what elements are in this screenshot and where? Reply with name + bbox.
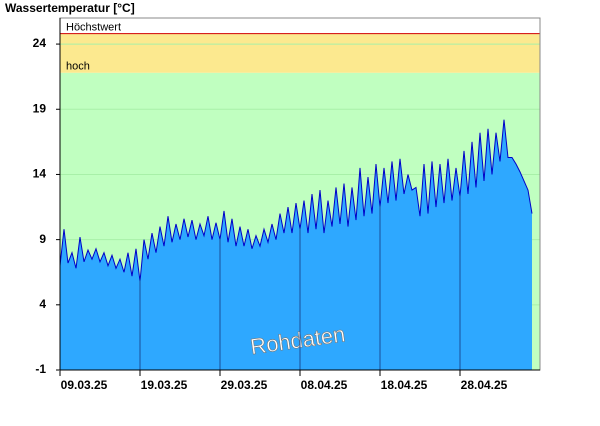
threshold-label: Höchstwert [66, 22, 121, 34]
x-tick-label: 18.04.25 [381, 378, 428, 392]
x-tick-label: 09.03.25 [61, 378, 108, 392]
y-tick-label: 14 [33, 167, 47, 181]
x-tick-label: 19.03.25 [141, 378, 188, 392]
y-tick-label: 19 [33, 101, 47, 115]
y-tick-label: -1 [35, 362, 46, 376]
chart-title: Wassertemperatur [°C] [5, 1, 135, 15]
high-band [60, 33, 540, 73]
y-tick-label: 24 [33, 36, 47, 50]
y-tick-label: 4 [39, 297, 46, 311]
y-tick-label: 9 [39, 232, 46, 246]
threshold-label: hoch [66, 61, 90, 73]
area [60, 119, 532, 370]
x-tick-label: 29.03.25 [221, 378, 268, 392]
line [59, 119, 533, 282]
x-tick-label: 08.04.25 [301, 378, 348, 392]
x-tick-label: 28.04.25 [461, 378, 508, 392]
